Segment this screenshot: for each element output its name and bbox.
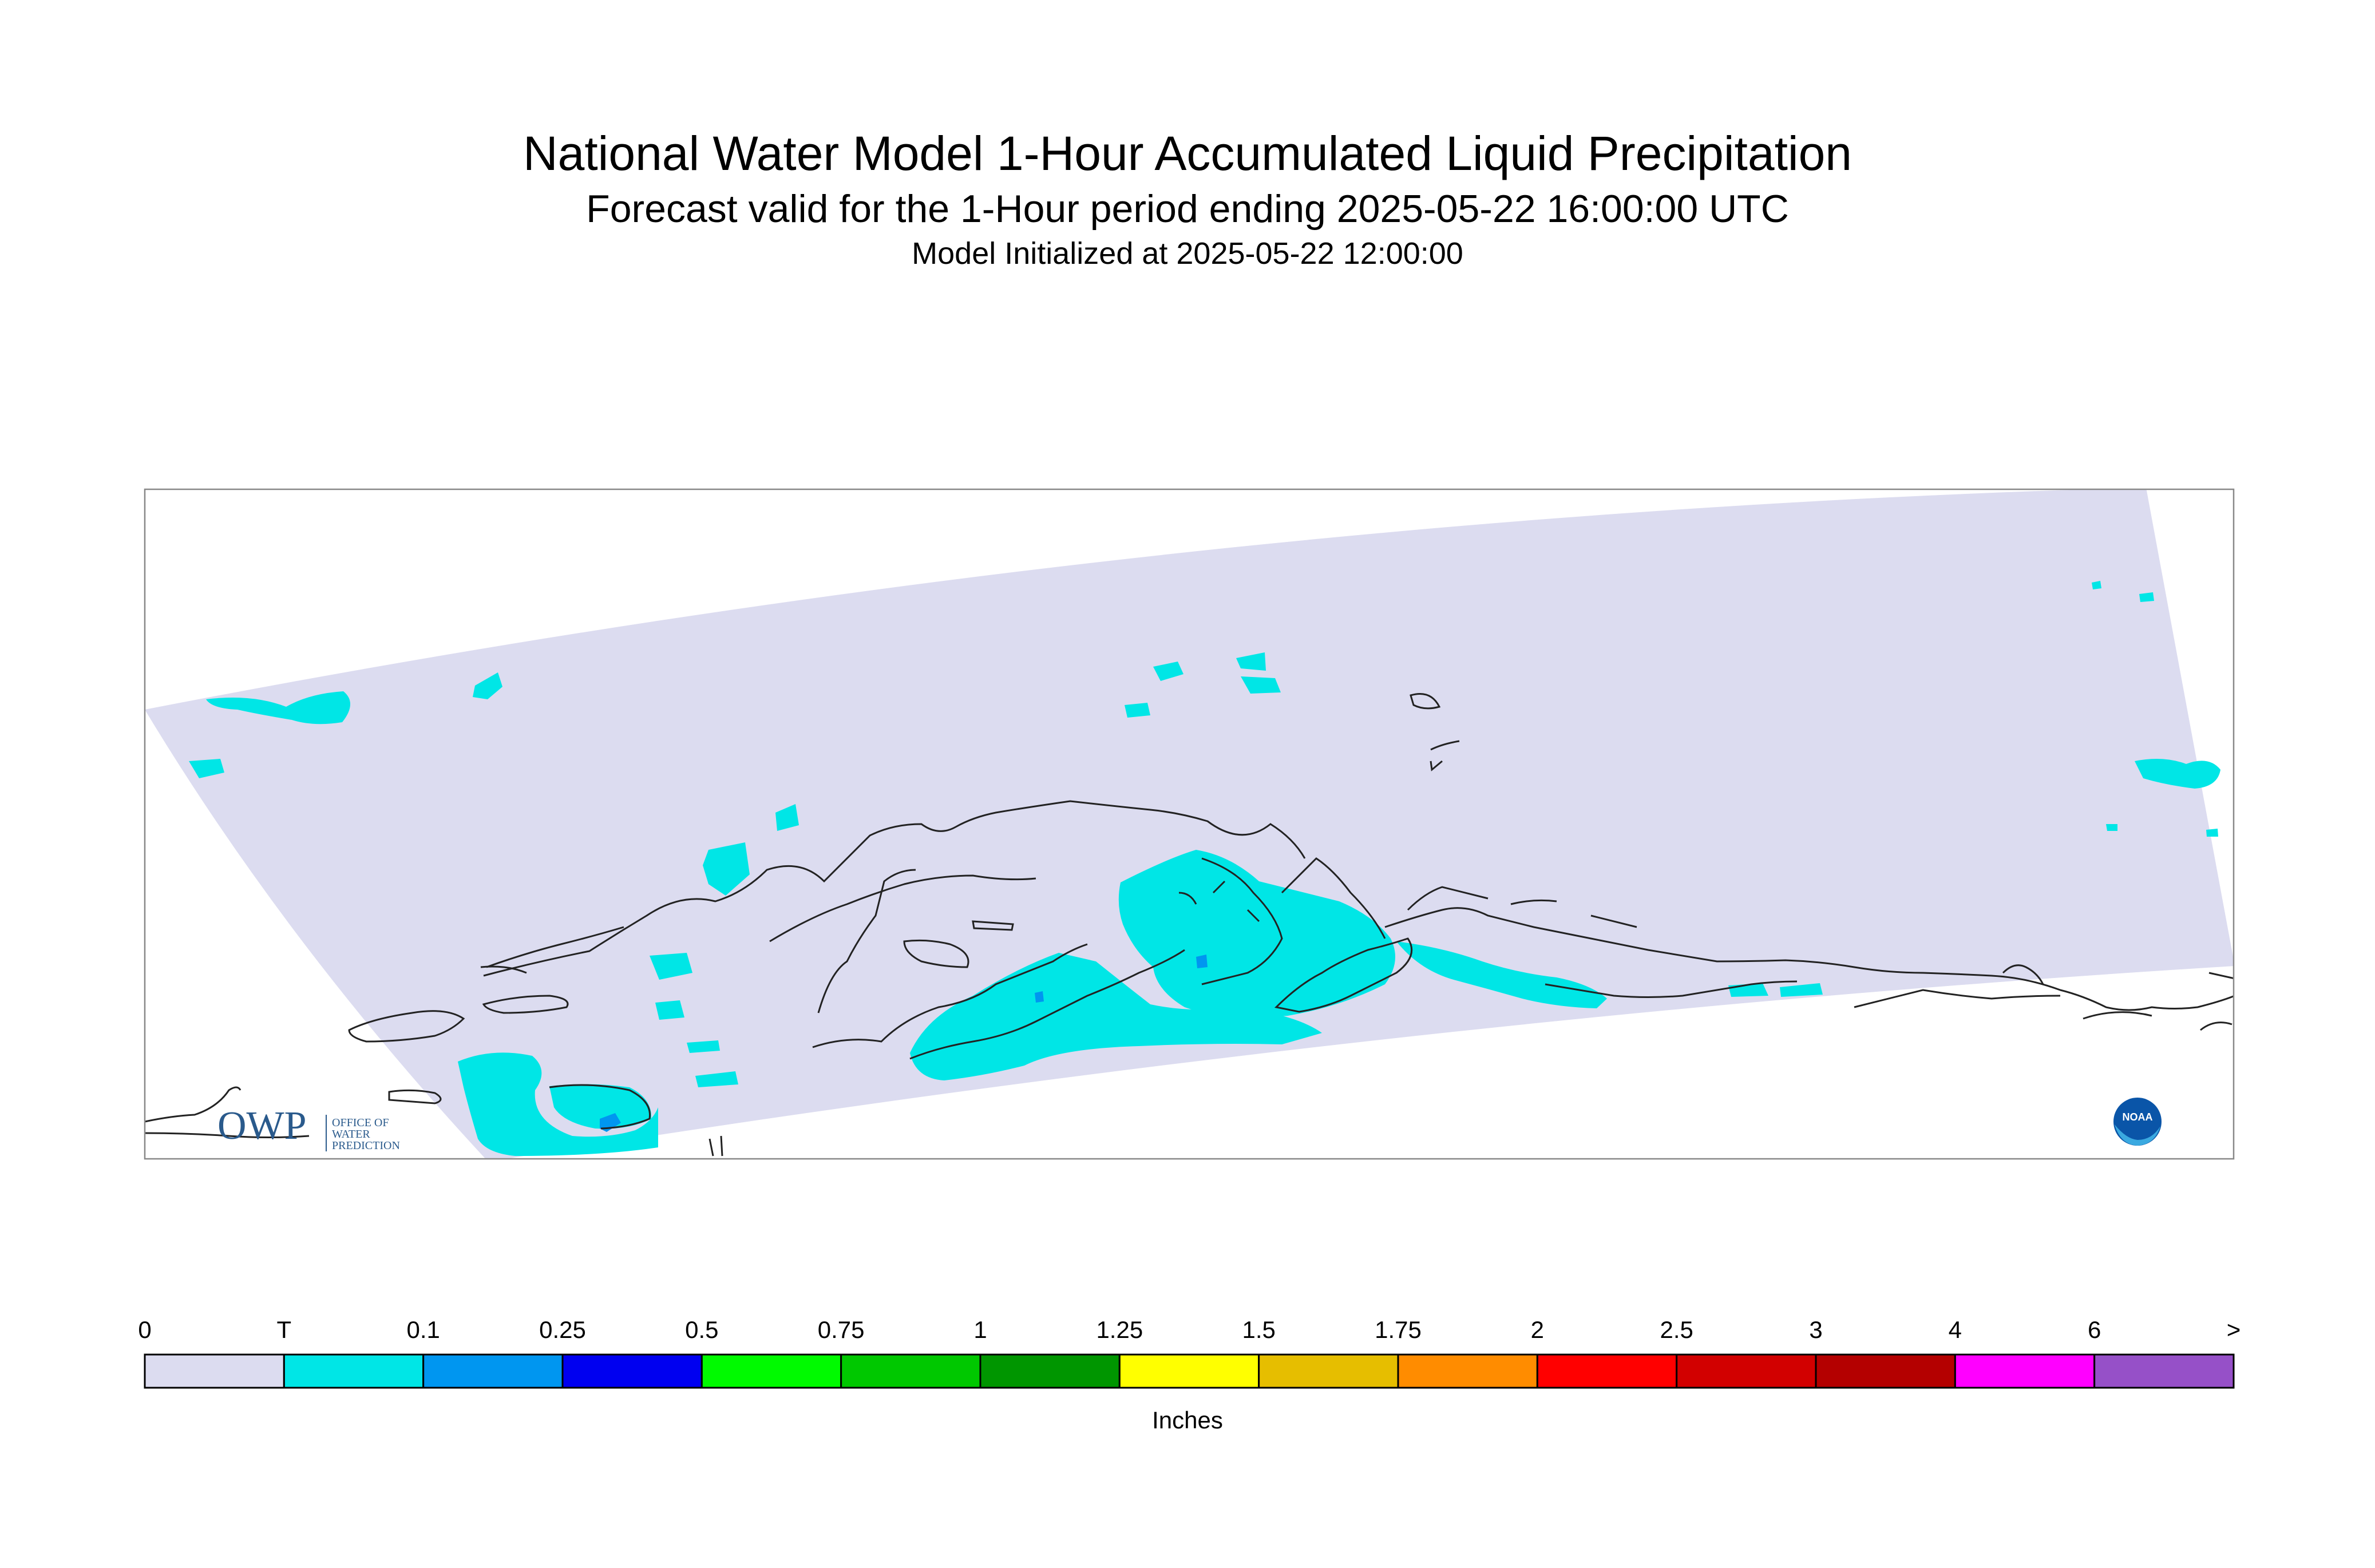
map-title: National Water Model 1-Hour Accumulated … (522, 126, 1852, 180)
legend-label: 1.5 (1242, 1316, 1276, 1343)
legend-swatch (422, 1353, 564, 1389)
coastline-chukotka (145, 1086, 310, 1138)
map-frame (144, 488, 2235, 1160)
legend-swatch (1397, 1353, 1538, 1389)
coastline-peninsula-north (909, 949, 1185, 1060)
coastline-sw-coast (388, 1089, 442, 1104)
legend-label: 6 (2087, 1316, 2101, 1343)
owp-logo: OWP OFFICE OF WATER PREDICTION (217, 1104, 400, 1152)
precip-area-center-a (775, 804, 799, 831)
coastline-west-strait (486, 926, 624, 968)
owp-logo-line1: OFFICE OF (332, 1116, 389, 1129)
noaa-logo: NOAA (2113, 1098, 2162, 1146)
precip-area-center-d (655, 1000, 684, 1020)
legend-swatch (1954, 1353, 2096, 1389)
legend-label: 0.5 (685, 1316, 719, 1343)
coastline-alaska-yukon (1545, 980, 1798, 998)
precip-area-gulf-east (1728, 983, 1823, 997)
precip-area-center-e (687, 1040, 738, 1087)
coastline-west-inner (769, 874, 1036, 943)
legend-label: 2.5 (1660, 1316, 1693, 1343)
precip-area-sw-a (458, 1052, 658, 1156)
coastline-alaska-range (2002, 964, 2044, 985)
legend-label: 2 (1530, 1316, 1545, 1343)
precip-area-ne (2135, 759, 2220, 789)
model-init-time: Model Initialized at 2025-05-22 12:00:00 (912, 236, 1463, 271)
coastline-lake-1 (972, 920, 1014, 931)
legend-swatch (144, 1353, 285, 1389)
legend-label: 0 (138, 1316, 152, 1343)
model-domain (145, 489, 2234, 1159)
owp-logo-line2: WATER (332, 1128, 370, 1141)
coastline-sw-bay (549, 1084, 651, 1130)
legend-swatch (1815, 1353, 1956, 1389)
legend-label: 0.1 (406, 1316, 440, 1343)
owp-logo-letters: OWP (217, 1104, 307, 1148)
legend-label: 1.75 (1375, 1316, 1422, 1343)
legend-swatch (1536, 1353, 1678, 1389)
legend-label: 1.25 (1096, 1316, 1143, 1343)
map-subtitle: Forecast valid for the 1-Hour period end… (586, 187, 1789, 231)
coastline-peninsula-south (812, 943, 1088, 1048)
coastline-island-nw (348, 1010, 465, 1043)
coastline-south-islands (708, 1135, 723, 1157)
precip-area-north-d (1125, 703, 1150, 718)
precip-area-nw (206, 691, 351, 724)
coastline-st-lawrence (482, 995, 569, 1014)
legend-label: 3 (1809, 1316, 1823, 1343)
coastline-nunivak (903, 939, 969, 968)
coastline-inlet-east (1281, 857, 1386, 939)
precip-area-north-a (473, 672, 502, 699)
legend-swatch (1118, 1353, 1260, 1389)
precip-area-center-c (650, 953, 692, 980)
noaa-logo-text: NOAA (2123, 1111, 2153, 1123)
legend-swatch (1676, 1353, 1817, 1389)
owp-logo-line3: PREDICTION (332, 1139, 400, 1152)
coastline-west-mid (480, 965, 527, 974)
precip-light-patch-3 (1035, 991, 1044, 1003)
precip-light-patch-2 (1196, 955, 1208, 968)
precip-area-center-b (703, 842, 750, 896)
legend-swatch (840, 1353, 981, 1389)
coastline-bering-islands (1410, 693, 1460, 771)
legend-label: 0.75 (817, 1316, 865, 1343)
precip-area-kenai (1396, 941, 1607, 1008)
coastline-coast-south (1854, 972, 2234, 1031)
legend-units: Inches (1152, 1407, 1223, 1434)
coastline-gulf-islands (1407, 886, 1637, 928)
coastline-inlet-west (1201, 857, 1283, 985)
precip-area-north-b (1153, 662, 1183, 681)
coastlines (145, 693, 2234, 1157)
coastline-kenai (1274, 937, 1413, 1013)
legend-swatch (561, 1353, 703, 1389)
legend-label: 0.25 (539, 1316, 586, 1343)
precip-area-peninsula (910, 953, 1322, 1080)
legend-label: 1 (973, 1316, 987, 1343)
coastline-bristol (817, 869, 916, 1013)
precip-area-sw-b (549, 1084, 652, 1129)
precip-area-north-c (1236, 652, 1281, 694)
legend-label: T (276, 1316, 292, 1343)
coastline-mainland (483, 800, 1306, 977)
coastline-gulf (1384, 907, 2234, 1011)
precip-area-west-small (189, 759, 224, 778)
legend-label: > (2226, 1316, 2241, 1343)
legend-swatch (700, 1353, 842, 1389)
coastline-inner-lines (1178, 880, 1260, 922)
legend-bar (144, 1353, 2235, 1389)
precip-areas (189, 581, 2220, 1156)
precip-light-patch-1 (600, 1113, 621, 1132)
legend-swatch (979, 1353, 1121, 1389)
legend-label: 4 (1948, 1316, 1962, 1343)
precip-light-patches (600, 955, 1208, 1132)
legend-swatch (283, 1353, 425, 1389)
legend-swatch (2093, 1353, 2235, 1389)
legend-swatch (1258, 1353, 1399, 1389)
precip-area-inlet (1118, 850, 1395, 1017)
